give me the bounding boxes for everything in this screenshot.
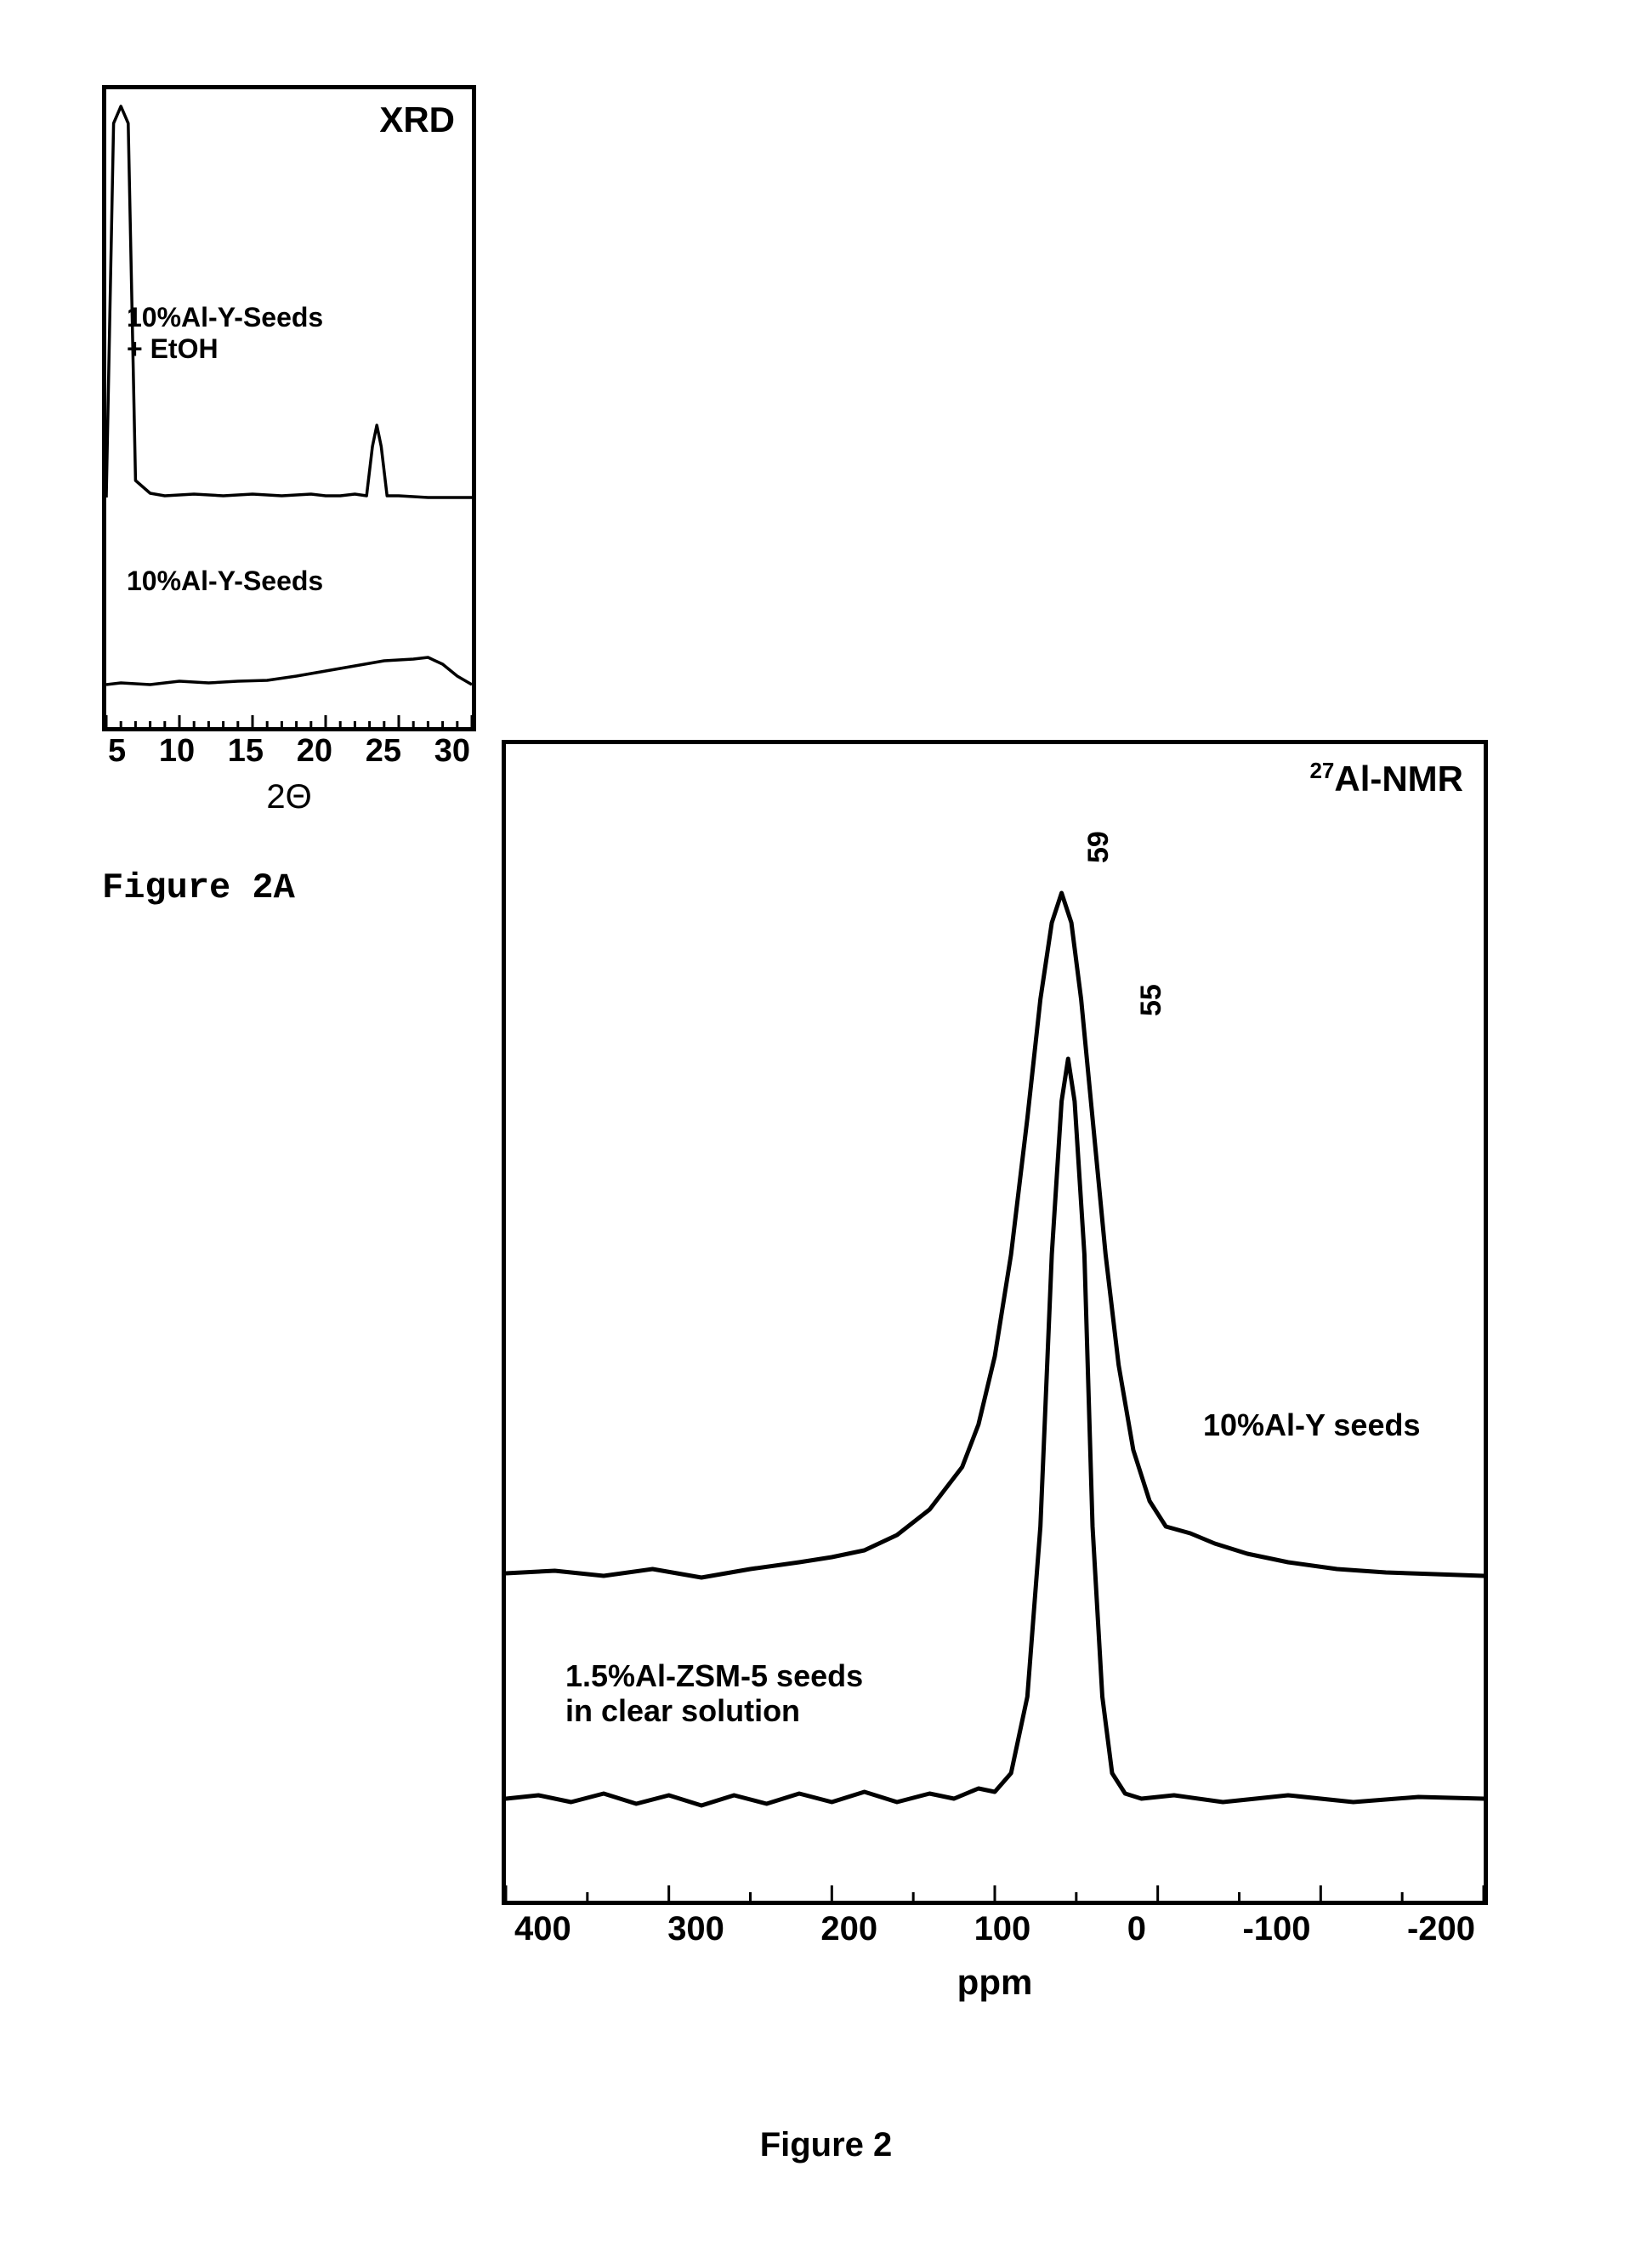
page: XRD 10%Al-Y-Seeds + EtOH 10%Al-Y-Seeds 5…: [0, 0, 1652, 2263]
nmr-tick: -200: [1407, 1910, 1475, 1948]
xrd-label-line: 10%Al-Y-Seeds: [127, 566, 323, 596]
nmr-label-line: 1.5%Al-ZSM-5 seeds: [565, 1658, 863, 1693]
nmr-panel: 27Al-NMR 59 55 10%Al-Y seeds 1.5%Al-ZSM-…: [502, 740, 1488, 1905]
nmr-peak-label-55: 55: [1135, 984, 1168, 1016]
nmr-label-line: in clear solution: [565, 1693, 800, 1728]
nmr-trace-label-upper: 10%Al-Y seeds: [1203, 1407, 1420, 1442]
xrd-plot-area: [106, 89, 472, 727]
nmr-title: 27Al-NMR: [1309, 758, 1463, 799]
nmr-x-ticks: 400 300 200 100 0 -100 -200: [506, 1910, 1484, 1948]
xrd-x-label: 2Θ: [266, 778, 311, 816]
nmr-peak-label-59: 59: [1082, 831, 1116, 863]
xrd-label-line: + EtOH: [127, 333, 219, 364]
nmr-trace-label-lower: 1.5%Al-ZSM-5 seeds in clear solution: [565, 1658, 863, 1729]
nmr-tick: 0: [1127, 1910, 1146, 1948]
xrd-trace-label-lower: 10%Al-Y-Seeds: [127, 566, 323, 597]
xrd-x-ticks: 5 10 15 20 25 30: [106, 733, 472, 770]
xrd-tick: 30: [434, 733, 470, 770]
nmr-x-label: ppm: [957, 1962, 1033, 2003]
xrd-trace-label-upper: 10%Al-Y-Seeds + EtOH: [127, 302, 323, 365]
xrd-tick: 5: [108, 733, 126, 770]
nmr-tick: 300: [667, 1910, 724, 1948]
nmr-tick: 200: [820, 1910, 877, 1948]
nmr-title-sup: 27: [1309, 758, 1334, 783]
figure-2a-caption: Figure 2A: [102, 867, 295, 908]
xrd-panel: XRD 10%Al-Y-Seeds + EtOH 10%Al-Y-Seeds 5…: [102, 85, 476, 731]
nmr-tick: -100: [1242, 1910, 1310, 1948]
xrd-label-line: 10%Al-Y-Seeds: [127, 302, 323, 333]
nmr-tick: 400: [514, 1910, 571, 1948]
xrd-tick: 25: [366, 733, 401, 770]
xrd-tick: 10: [159, 733, 195, 770]
nmr-title-main: Al-NMR: [1334, 759, 1463, 799]
figure-2-caption: Figure 2: [760, 2126, 893, 2164]
xrd-title: XRD: [379, 100, 455, 140]
xrd-tick: 15: [228, 733, 264, 770]
nmr-tick: 100: [974, 1910, 1031, 1948]
xrd-tick: 20: [297, 733, 332, 770]
